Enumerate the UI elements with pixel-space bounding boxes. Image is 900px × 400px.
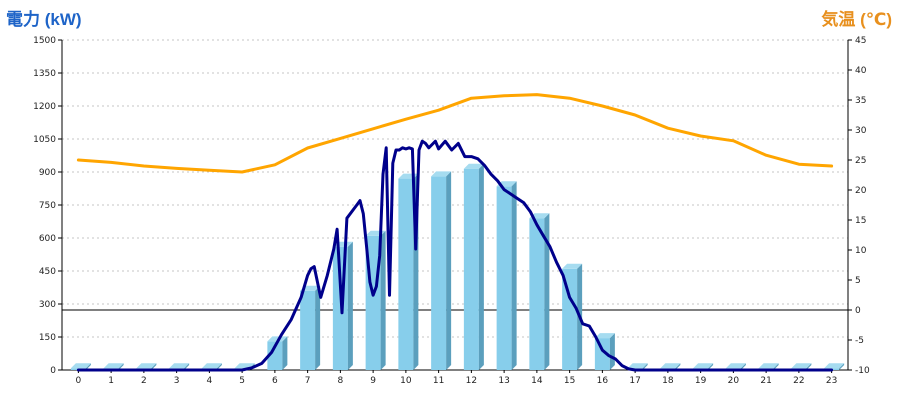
- left-tick-label: 1050: [33, 135, 56, 145]
- x-tick-label: 14: [531, 376, 543, 386]
- left-tick-label: 600: [39, 234, 56, 244]
- bar-side: [184, 363, 190, 370]
- bar-side: [380, 230, 386, 370]
- bar-top: [103, 363, 124, 369]
- bar-side: [544, 213, 550, 370]
- bar-side: [773, 363, 779, 370]
- bar-side: [151, 363, 157, 370]
- right-tick-label: -5: [855, 336, 864, 346]
- power-axis-title: 電力 (kW): [6, 10, 82, 29]
- x-tick-label: 8: [338, 376, 344, 386]
- x-tick-label: 5: [239, 376, 245, 386]
- x-tick-label: 6: [272, 376, 278, 386]
- bar: [398, 178, 414, 370]
- bar-top: [463, 163, 484, 169]
- left-tick-label: 900: [39, 168, 56, 178]
- bar: [431, 176, 447, 370]
- left-tick-label: 1200: [33, 102, 56, 112]
- bar-top: [791, 363, 812, 369]
- left-tick-label: 1350: [33, 69, 56, 79]
- bar-top: [70, 363, 91, 369]
- bar-side: [675, 363, 681, 370]
- temperature-axis-title: 気温 (℃): [821, 10, 892, 29]
- bar: [529, 218, 545, 370]
- x-tick-label: 15: [564, 376, 575, 386]
- bar-side: [118, 363, 124, 370]
- bar-top: [594, 333, 615, 339]
- bar-side: [708, 363, 714, 370]
- bar-side: [511, 181, 517, 370]
- bar-side: [315, 285, 321, 370]
- x-tick-label: 4: [207, 376, 213, 386]
- left-tick-label: 750: [39, 201, 56, 211]
- x-tick-label: 17: [629, 376, 640, 386]
- x-tick-label: 11: [433, 376, 444, 386]
- bar-side: [478, 163, 484, 370]
- x-tick-label: 16: [597, 376, 609, 386]
- x-tick-label: 1: [108, 376, 114, 386]
- bar: [300, 290, 316, 370]
- bar-side: [609, 333, 615, 370]
- bar-top: [267, 336, 288, 342]
- right-tick-label: 35: [855, 96, 866, 106]
- bar-side: [85, 363, 91, 370]
- bar-top: [562, 263, 583, 269]
- bar-side: [282, 336, 288, 370]
- bar-top: [693, 363, 714, 369]
- bar-side: [806, 363, 812, 370]
- bar-top: [627, 363, 648, 369]
- bar: [594, 338, 610, 370]
- right-tick-label: 0: [855, 306, 861, 316]
- bar: [562, 268, 578, 370]
- x-tick-label: 10: [400, 376, 412, 386]
- x-tick-label: 13: [498, 376, 509, 386]
- x-tick-label: 21: [760, 376, 771, 386]
- x-tick-label: 22: [793, 376, 804, 386]
- right-tick-label: 25: [855, 156, 866, 166]
- bar-side: [446, 171, 452, 370]
- bar-side: [216, 363, 222, 370]
- right-tick-label: 45: [855, 36, 866, 46]
- right-tick-label: 15: [855, 216, 866, 226]
- bar-top: [201, 363, 222, 369]
- bar: [463, 168, 479, 370]
- x-tick-label: 19: [695, 376, 707, 386]
- bar-side: [740, 363, 746, 370]
- x-tick-label: 18: [662, 376, 674, 386]
- right-tick-label: -10: [855, 366, 870, 376]
- x-tick-label: 9: [370, 376, 376, 386]
- x-tick-label: 23: [826, 376, 837, 386]
- right-tick-label: 10: [855, 246, 867, 256]
- x-tick-label: 2: [141, 376, 147, 386]
- x-tick-label: 3: [174, 376, 180, 386]
- bar-side: [642, 363, 648, 370]
- bar-top: [725, 363, 746, 369]
- x-tick-label: 20: [728, 376, 740, 386]
- bar: [267, 341, 283, 370]
- bar-side: [839, 363, 845, 370]
- bar-top: [758, 363, 779, 369]
- right-tick-label: 30: [855, 126, 867, 136]
- right-tick-label: 20: [855, 186, 867, 196]
- power-line: [76, 139, 834, 372]
- left-tick-label: 300: [39, 300, 56, 310]
- left-tick-label: 150: [39, 333, 56, 343]
- x-tick-label: 0: [76, 376, 82, 386]
- x-tick-label: 12: [466, 376, 477, 386]
- right-tick-label: 40: [855, 66, 867, 76]
- bar-top: [431, 171, 452, 177]
- left-tick-label: 0: [50, 366, 56, 376]
- x-tick-label: 7: [305, 376, 311, 386]
- left-tick-label: 450: [39, 267, 56, 277]
- bar-side: [347, 241, 353, 370]
- left-tick-label: 1500: [33, 36, 56, 46]
- bar: [496, 186, 512, 370]
- bar-top: [824, 363, 845, 369]
- temperature-line: [76, 93, 834, 174]
- bar-top: [660, 363, 681, 369]
- bar-top: [169, 363, 190, 369]
- bar-top: [136, 363, 157, 369]
- right-tick-label: 5: [855, 276, 861, 286]
